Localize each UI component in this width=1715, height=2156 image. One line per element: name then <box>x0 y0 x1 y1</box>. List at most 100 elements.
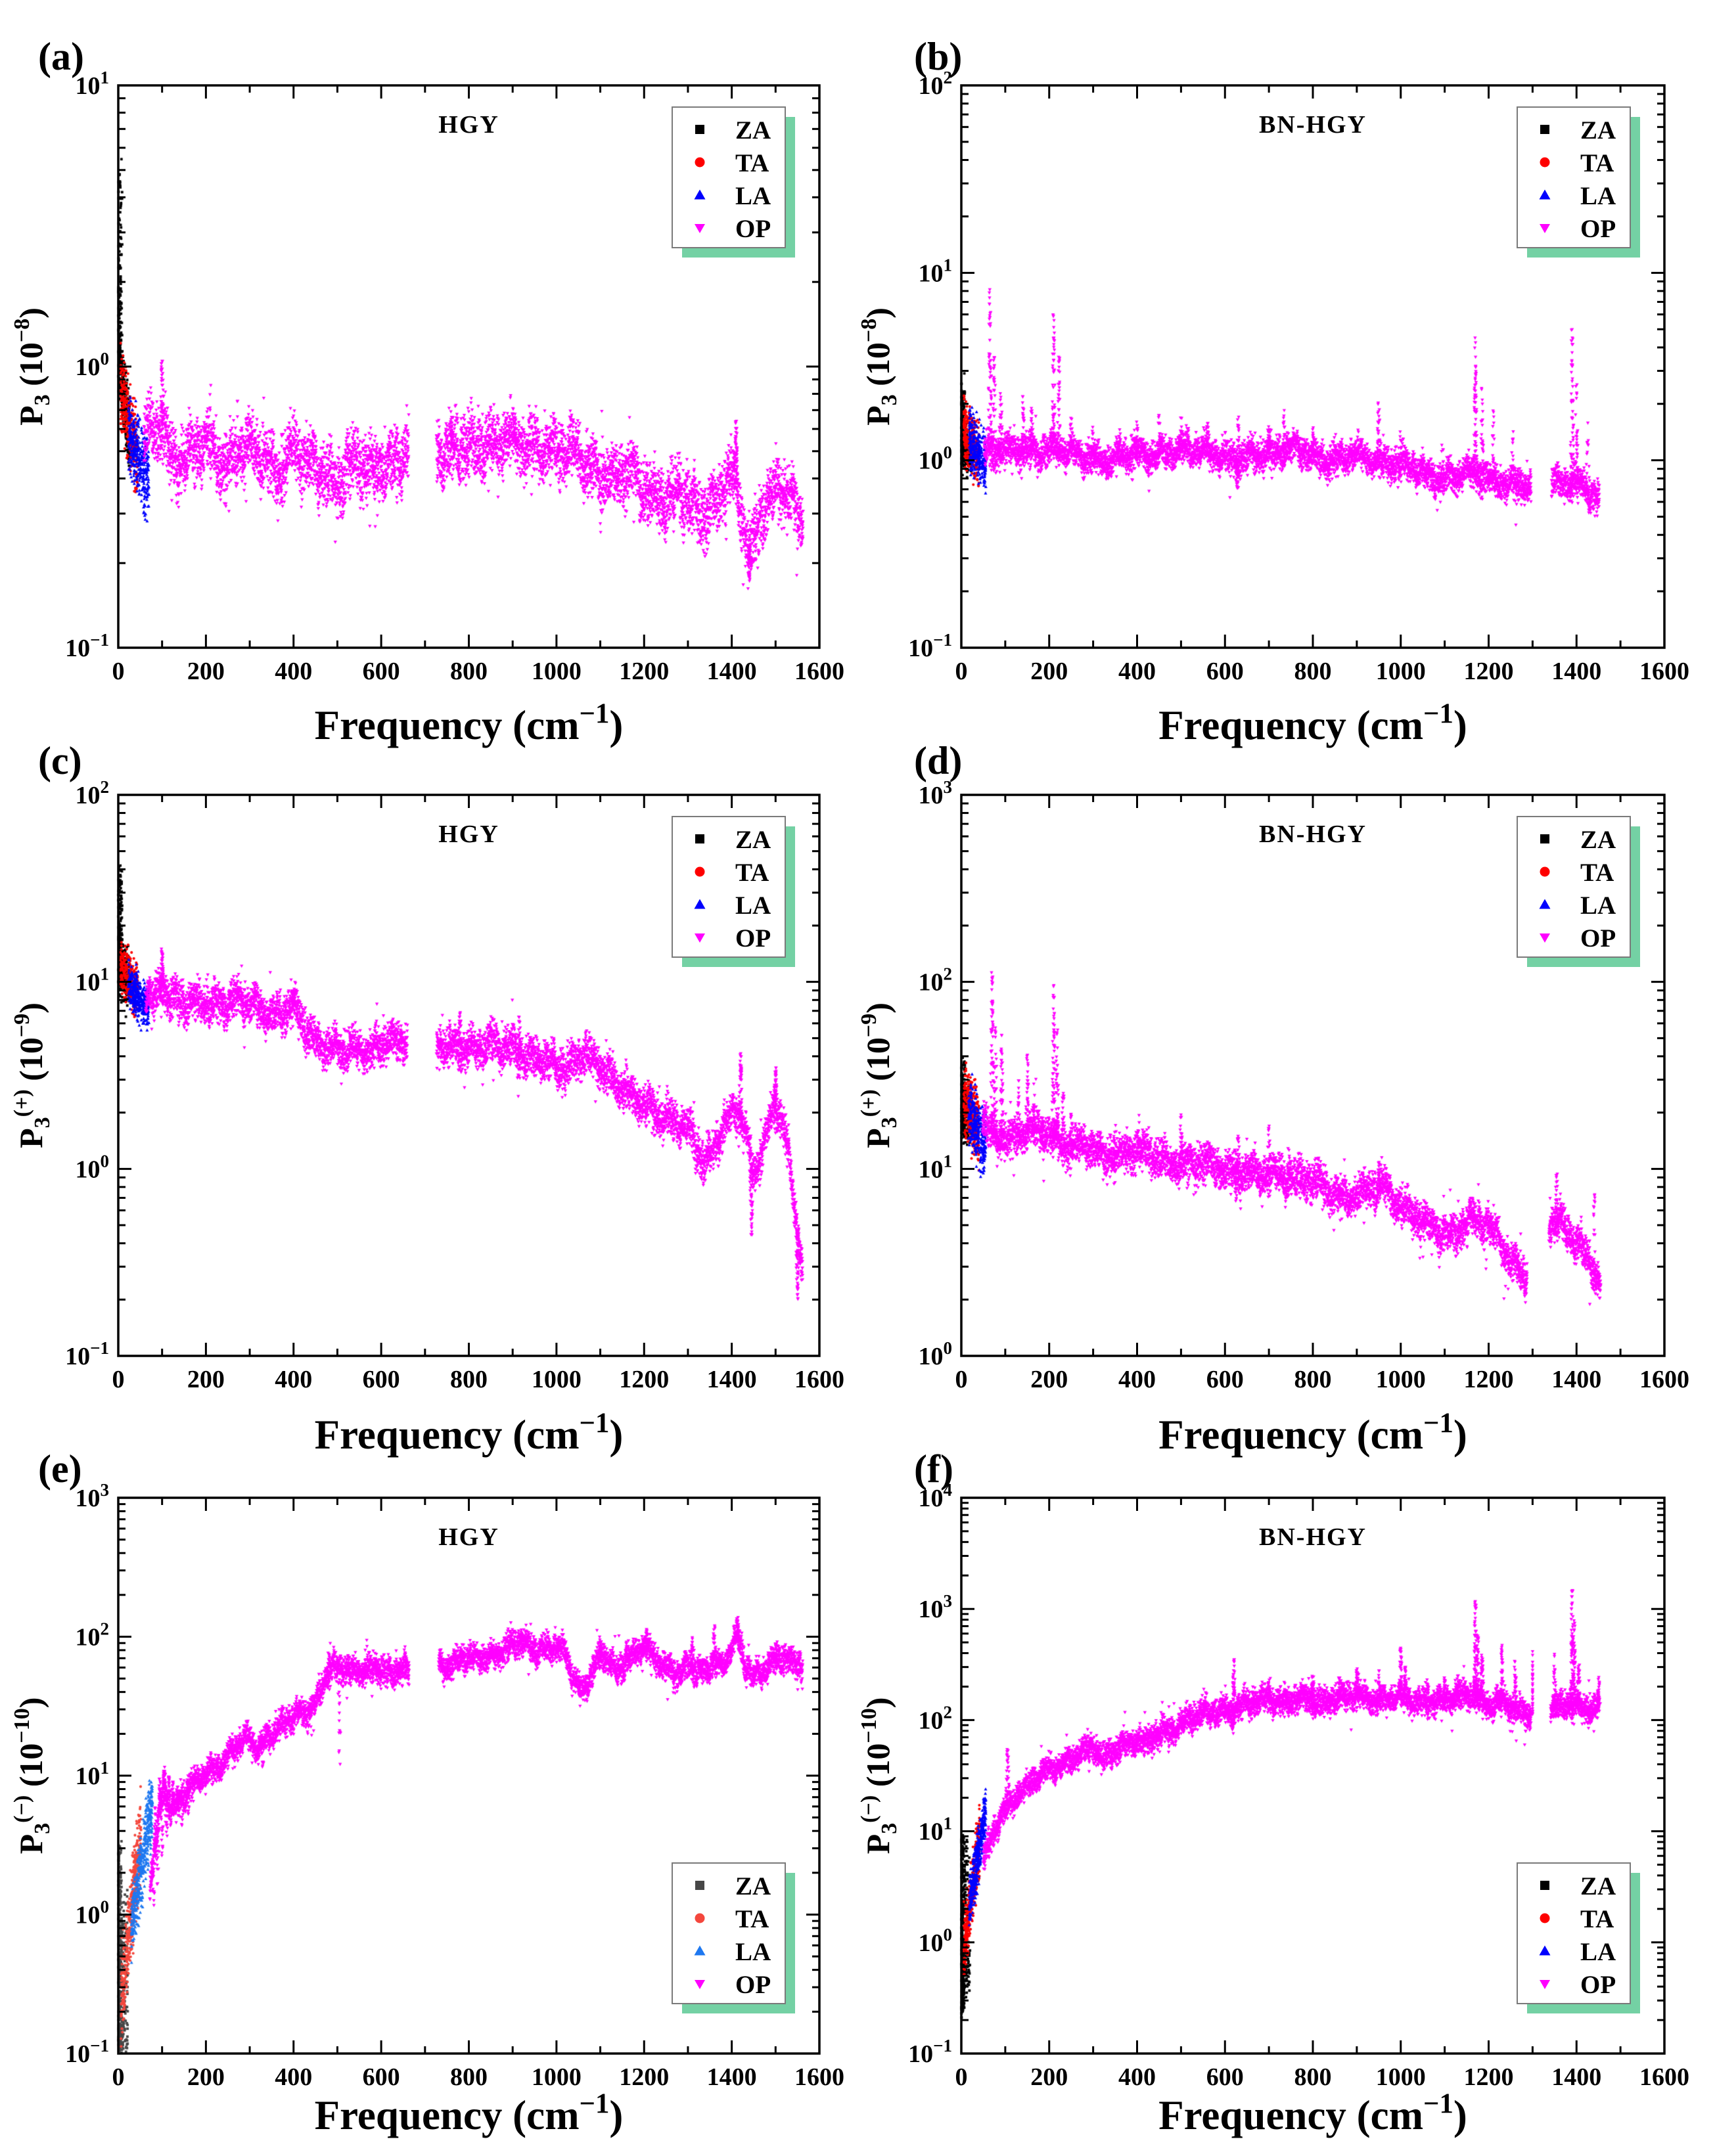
y-axis-label: P3(+) (10−9) <box>10 1002 55 1148</box>
x-tick-label: 1200 <box>1464 658 1514 685</box>
legend-entry-ta: TA <box>695 859 769 887</box>
x-tick-label: 1000 <box>1376 1366 1426 1393</box>
x-tick-label: 800 <box>1294 658 1332 685</box>
x-tick-label: 800 <box>1294 1366 1332 1393</box>
legend-entry-op: OP <box>1540 924 1616 953</box>
x-tick-label: 1000 <box>532 658 582 685</box>
x-tick-label: 1200 <box>619 1366 669 1393</box>
legend-entry-za: ZA <box>695 1872 771 1900</box>
axes-svg-b: 0 200 400 600 800 1000 1200 1400 160010−11001011… <box>857 35 1689 748</box>
legend-marker-triangle-down-icon <box>695 224 705 233</box>
legend-marker-square-icon <box>695 1881 704 1890</box>
x-tick-label: 600 <box>363 1366 400 1393</box>
legend-entry-la: LA <box>694 1938 771 1966</box>
legend-box <box>672 1862 786 2004</box>
x-axis-label: Frequency (cm−1) <box>1158 2088 1467 2138</box>
y-tick-label: 101 <box>76 964 110 997</box>
x-tick-label: 200 <box>187 1366 225 1393</box>
legend-marker-circle-icon <box>695 1913 705 1923</box>
x-tick-label: 600 <box>363 2063 400 2091</box>
x-tick-label: 0 <box>955 1366 968 1393</box>
y-axis-label: P3(−) (10−10) <box>10 1697 55 1854</box>
x-tick-label: 600 <box>1206 2063 1244 2091</box>
legend-entry-label: OP <box>735 1971 771 1999</box>
x-tick-label: 1400 <box>1551 1366 1601 1393</box>
legend-entry-label: OP <box>1580 215 1616 243</box>
legend-entry-ta: TA <box>695 149 769 177</box>
x-tick-label: 200 <box>187 2063 225 2091</box>
legend-entry-label: OP <box>1580 1971 1616 1999</box>
legend-marker-triangle-down-icon <box>1540 224 1550 233</box>
legend-entry-label: ZA <box>1580 116 1616 145</box>
axes-c: 0 200 400 600 800 1000 1200 1400 160010−11001011… <box>10 777 844 1458</box>
x-tick-label: 1200 <box>1464 1366 1514 1393</box>
y-axis-label: P3(−) (10−10) <box>857 1697 902 1854</box>
x-tick-label: 0 <box>955 2063 968 2091</box>
tick-marks <box>117 794 821 1357</box>
legend-marker-triangle-up-icon <box>1539 1945 1551 1956</box>
legend-entry-label: TA <box>735 149 769 177</box>
legend-marker-circle-icon <box>1540 157 1550 168</box>
legend-marker-circle-icon <box>695 866 705 877</box>
panel-title: HGY <box>438 111 499 139</box>
panel-title: BN-HGY <box>1259 1523 1367 1551</box>
legend-entry-label: LA <box>735 182 771 210</box>
legend-entry-label: LA <box>1580 1938 1616 1966</box>
x-tick-label: 1600 <box>794 658 844 685</box>
legend-marker-triangle-up-icon <box>1539 189 1551 200</box>
legend-entry-la: LA <box>1539 182 1616 210</box>
y-tick-labels: 10−1 100 101 102 <box>65 777 109 1370</box>
y-axis-label: P3 (10−8) <box>857 307 902 426</box>
x-tick-label: 400 <box>1118 1366 1156 1393</box>
legend-marker-circle-icon <box>1540 866 1550 877</box>
y-axis-label: P3(+) (10−9) <box>857 1002 902 1148</box>
y-tick-labels: 10−1 100 101 102 103 <box>65 1480 109 2068</box>
y-tick-label: 103 <box>919 777 953 809</box>
x-tick-label: 1200 <box>619 658 669 685</box>
x-tick-label: 400 <box>275 2063 312 2091</box>
y-tick-labels: 100 101 102 103 <box>919 777 953 1370</box>
y-tick-label: 102 <box>919 964 953 997</box>
panel-letter: (a) <box>38 35 84 78</box>
legend-entry-label: TA <box>735 859 769 887</box>
x-tick-label: 1000 <box>1376 658 1426 685</box>
legend-entry-label: TA <box>735 1905 769 1933</box>
legend-entry-label: ZA <box>1580 1872 1616 1900</box>
x-tick-label: 0 <box>955 658 968 685</box>
x-axis-label: Frequency (cm−1) <box>315 2088 624 2138</box>
legend-entry-za: ZA <box>695 826 771 854</box>
x-tick-label: 1600 <box>1639 658 1689 685</box>
panel-a: 0200400600800100012001400160010−1100101F… <box>0 0 858 748</box>
legend-entry-label: ZA <box>735 1872 771 1900</box>
panel-f: 0 200 400 600 800 1000 1200 1400 1600 10−1 100 101 1… <box>857 1437 1715 2156</box>
panel-letter: (f) <box>914 1447 953 1491</box>
x-tick-label: 600 <box>363 658 400 685</box>
legend-entry-ta: TA <box>695 1905 769 1933</box>
y-tick-label: 101 <box>76 1758 110 1790</box>
x-tick-label: 600 <box>1206 658 1244 685</box>
x-tick-label: 1400 <box>707 658 757 685</box>
legend-entry-label: OP <box>735 924 771 953</box>
legend-box <box>1517 1862 1631 2004</box>
legend-entry-label: ZA <box>735 116 771 145</box>
legend-entry-label: ZA <box>1580 826 1616 854</box>
x-tick-label: 1400 <box>1551 658 1601 685</box>
x-tick-label: 1600 <box>1639 1366 1689 1393</box>
legend-marker-triangle-down-icon <box>695 1980 705 1989</box>
axes-svg-d: 0 200 400 600 800 1000 1200 1400 160010010110210… <box>857 739 1689 1458</box>
legend-entry-op: OP <box>695 924 771 953</box>
x-tick-label: 1400 <box>707 2063 757 2091</box>
legend-entry-ta: TA <box>1540 1905 1614 1933</box>
legend-entry-la: LA <box>694 182 771 210</box>
legend-marker-square-icon <box>695 125 704 134</box>
axes-svg-e: 0 200 400 600 800 1000 1200 1400 160010−11001011… <box>10 1447 844 2138</box>
legend-marker-triangle-up-icon <box>694 189 706 200</box>
legend-marker-triangle-up-icon <box>694 1945 706 1956</box>
tick-marks <box>960 1496 1666 2055</box>
y-tick-label: 101 <box>919 1814 953 1846</box>
panel-letter: (d) <box>914 739 962 782</box>
x-tick-label: 1600 <box>794 2063 844 2091</box>
x-tick-label: 1000 <box>532 1366 582 1393</box>
legend-entry-op: OP <box>1540 215 1616 243</box>
x-tick-label: 800 <box>450 2063 488 2091</box>
